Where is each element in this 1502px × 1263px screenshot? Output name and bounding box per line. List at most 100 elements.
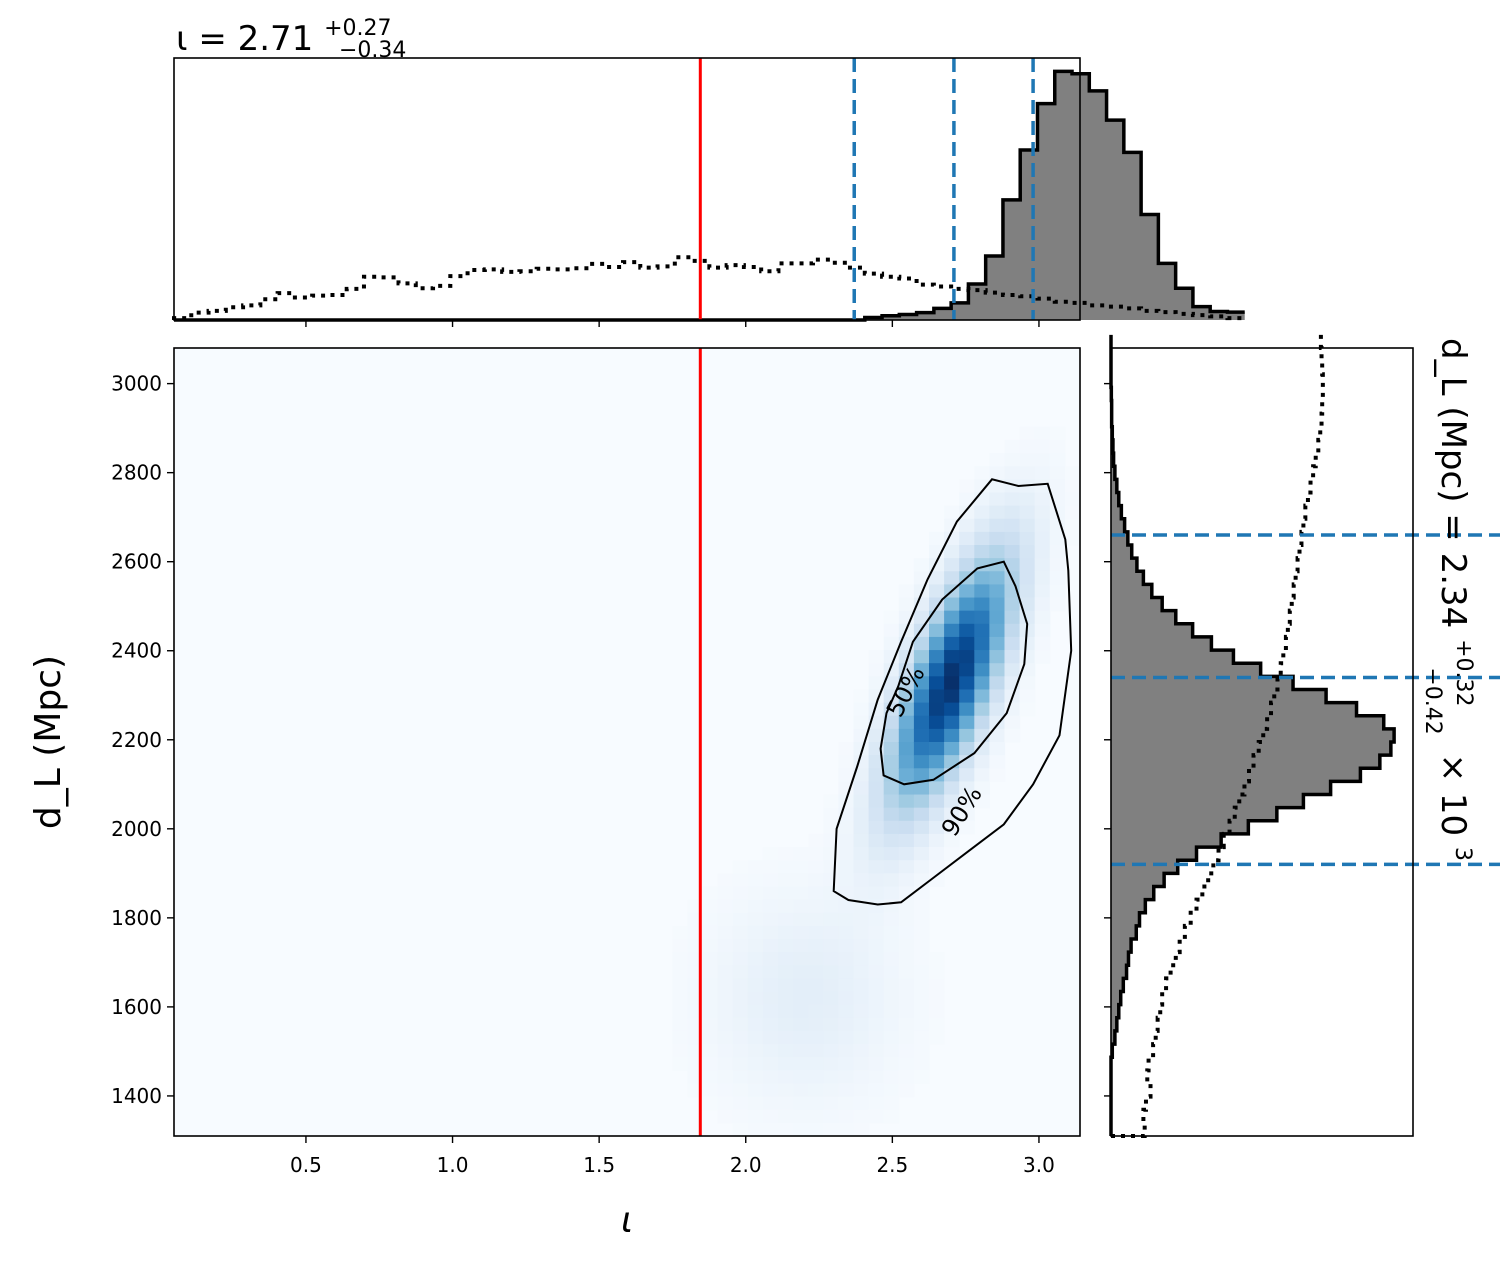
heatmap-cell [762,925,779,940]
heatmap-cell [1034,584,1051,599]
side-title-suffix: × 10 [1433,754,1473,837]
heatmap-cell [883,1057,900,1071]
right-hist-dotted-1 [1111,334,1325,1138]
heatmap-cell [702,1057,719,1071]
heatmap-cells [672,426,1081,1137]
heatmap-cell [898,833,915,848]
heatmap-cell [717,873,734,888]
heatmap-cell [913,952,930,966]
heatmap-cell [823,873,839,888]
heatmap-cell [1004,531,1021,546]
heatmap-cell [913,663,930,677]
heatmap-cell [898,702,915,717]
heatmap-cell [1064,505,1081,520]
heatmap-cell [989,689,1006,704]
heatmap-cell [883,728,900,743]
heatmap-cell [1004,453,1021,467]
heatmap-cell [959,702,975,717]
heatmap-cell [853,1057,870,1071]
heatmap-cell [762,939,779,953]
heatmap-cell [823,991,839,1006]
heatmap-cell [823,965,839,979]
heatmap-cell [1049,558,1066,572]
top-marginal-panel: ι = 2.71 +0.27 −0.34 [172,16,1245,327]
heatmap-cell [762,952,779,966]
heatmap-cell [989,728,1006,743]
heatmap-cell [838,939,855,953]
heatmap-cell [959,689,975,704]
heatmap-cell [793,1030,809,1045]
right-marginal-panel: d_L (Mpc) = 2.34 +0.32 −0.42 × 10 3 [1104,334,1500,1138]
heatmap-cell [929,847,945,861]
heatmap-cell [823,939,839,953]
x-axis-label: ι [621,1200,633,1241]
heatmap-cell [944,768,960,782]
heatmap-cell [989,623,1006,638]
heatmap-cell [762,873,779,888]
heatmap-cell [702,1030,719,1045]
heatmap-cell [929,610,945,625]
heatmap-cell [778,1004,794,1019]
heatmap-cell [732,1044,749,1058]
heatmap-cell [929,676,945,691]
heatmap-cell [778,873,794,888]
heatmap-cell [732,991,749,1006]
heatmap-cell [913,702,930,717]
heatmap-cell [868,1044,885,1058]
heatmap-cell [702,978,719,993]
heatmap-cell [853,1122,870,1137]
heatmap-cell [959,820,975,835]
heatmap-cell [838,899,855,914]
heatmap-cell [989,650,1006,664]
heatmap-cell [974,518,990,533]
heatmap-cell [823,978,839,993]
heatmap-cell [868,1004,885,1019]
heatmap-cell [823,1044,839,1058]
heatmap-cell [898,991,915,1006]
heatmap-cell [838,1030,855,1045]
heatmap-cell [974,479,990,494]
heatmap-cell [823,1070,839,1085]
heatmap-cell [974,715,990,730]
heatmap-cell [868,1057,885,1071]
heatmap-cell [989,768,1006,782]
heatmap-cell [929,978,945,993]
heatmap-cell [959,781,975,796]
heatmap-cell [868,768,885,782]
heatmap-cell [959,755,975,769]
heatmap-cell [717,939,734,953]
heatmap-cell [974,505,990,520]
heatmap-cell [838,1004,855,1019]
heatmap-cell [793,860,809,874]
heatmap-cell [883,965,900,979]
heatmap-cell [959,768,975,782]
heatmap-cell [883,742,900,756]
heatmap-cell [853,1004,870,1019]
heatmap-cell [868,899,885,914]
heatmap-cell [944,715,960,730]
heatmap-cell [913,1004,930,1019]
heatmap-cell [959,610,975,625]
heatmap-cell [838,925,855,940]
heatmap-cell [808,1057,824,1071]
heatmap-cell [883,610,900,625]
heatmap-cell [853,1083,870,1098]
heatmap-cell [838,952,855,966]
heatmap-cell [747,1044,764,1058]
heatmap-cell [883,676,900,691]
heatmap-cell [702,1044,719,1058]
heatmap-cell [898,873,915,888]
heatmap-cell [778,978,794,993]
heatmap-cell [913,715,930,730]
heatmap-cell [929,728,945,743]
heatmap-cell [838,860,855,874]
heatmap-cell [883,794,900,809]
heatmap-cell [762,899,779,914]
heatmap-cell [853,1109,870,1124]
heatmap-cell [868,1083,885,1098]
heatmap-cell [868,873,885,888]
heatmap-cell [672,991,688,1006]
heatmap-cell [898,715,915,730]
heatmap-cell [959,531,975,546]
heatmap-cell [853,702,870,717]
